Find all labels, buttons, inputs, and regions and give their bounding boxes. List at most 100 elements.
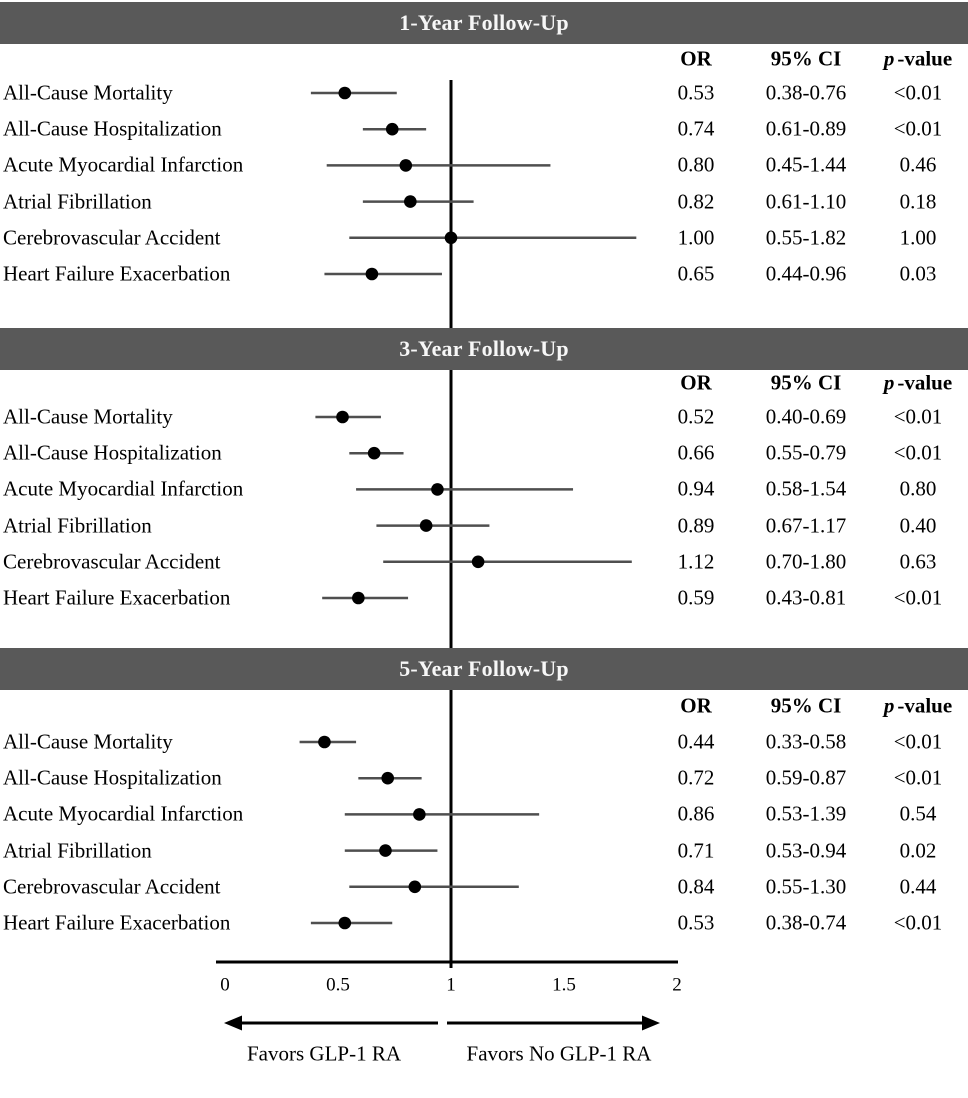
outcome-label: All-Cause Hospitalization	[3, 765, 222, 790]
or-point	[318, 735, 331, 749]
column-header-or: OR	[680, 693, 712, 718]
p-value: <0.01	[893, 585, 943, 610]
ci-value: 0.53-0.94	[765, 838, 847, 863]
or-value: 1.12	[677, 549, 715, 574]
or-point	[419, 519, 433, 532]
column-header-p-value: p -value	[883, 370, 953, 395]
x-axis-tick-label: 2	[672, 974, 682, 996]
x-axis-tick-label: 0.5	[326, 974, 350, 996]
section-header-3-year: 3-Year Follow-Up	[0, 328, 968, 370]
column-header-ci: 95% CI	[770, 46, 842, 71]
outcome-label: Acute Myocardial Infarction	[3, 801, 244, 826]
or-value: 0.71	[677, 838, 715, 863]
or-value: 0.86	[677, 801, 715, 826]
column-header-or: OR	[680, 370, 712, 395]
p-value: 0.02	[899, 838, 937, 863]
or-value: 0.74	[677, 116, 715, 141]
x-axis-tick-label: 1.5	[552, 974, 576, 996]
ci-value: 0.43-0.81	[765, 585, 847, 610]
or-point	[471, 555, 485, 569]
p-value-suffix: -value	[897, 370, 953, 395]
or-point	[399, 159, 413, 172]
ci-value: 0.55-0.79	[765, 440, 847, 465]
ci-value: 0.45-1.44	[765, 152, 847, 177]
or-point	[381, 771, 395, 785]
ci-value: 0.58-1.54	[765, 476, 847, 501]
column-header-p-value: p -value	[883, 693, 953, 718]
x-axis-tick-label: 1	[446, 974, 456, 996]
or-value: 0.80	[677, 152, 715, 177]
outcome-label: Cerebrovascular Accident	[3, 874, 221, 899]
ci-value: 0.55-1.30	[765, 874, 847, 899]
or-value: 0.53	[677, 80, 715, 105]
outcome-label: All-Cause Mortality	[3, 80, 173, 105]
or-point	[367, 446, 381, 460]
favors-left-label: Favors GLP-1 RA	[246, 1041, 402, 1066]
or-value: 0.52	[677, 404, 715, 429]
or-point	[338, 86, 352, 100]
ci-value: 0.59-0.87	[765, 765, 847, 790]
or-value: 0.66	[677, 440, 715, 465]
outcome-label: Atrial Fibrillation	[3, 838, 152, 863]
ci-value: 0.33-0.58	[765, 729, 847, 754]
or-point	[379, 844, 392, 857]
p-value: 0.54	[899, 801, 937, 826]
p-value-suffix: -value	[897, 46, 953, 71]
p-value: 0.63	[899, 549, 937, 574]
p-value: <0.01	[893, 765, 943, 790]
outcome-label: All-Cause Mortality	[3, 404, 173, 429]
outcome-label: All-Cause Hospitalization	[3, 116, 222, 141]
p-value: <0.01	[893, 910, 943, 935]
or-value: 0.89	[677, 513, 715, 538]
ci-value: 0.40-0.69	[765, 404, 847, 429]
outcome-label: Heart Failure Exacerbation	[3, 585, 231, 610]
p-value: <0.01	[893, 440, 943, 465]
p-value-italic-p: p	[883, 46, 895, 71]
favors-left-arrowhead	[224, 1015, 242, 1031]
ci-value: 0.44-0.96	[765, 261, 847, 286]
or-value: 0.65	[677, 261, 715, 286]
ci-value: 0.61-1.10	[765, 189, 847, 214]
outcome-label: Atrial Fibrillation	[3, 513, 152, 538]
outcome-label: Heart Failure Exacerbation	[3, 910, 231, 935]
p-value: 0.44	[899, 874, 937, 899]
section-header-5-year: 5-Year Follow-Up	[0, 648, 968, 690]
column-header-p-value: p -value	[883, 46, 953, 71]
outcome-label: All-Cause Mortality	[3, 729, 173, 754]
column-header-ci: 95% CI	[770, 693, 842, 718]
p-value-suffix: -value	[897, 693, 953, 718]
column-header-or: OR	[680, 46, 712, 71]
column-header-ci: 95% CI	[770, 370, 842, 395]
or-point	[431, 483, 444, 496]
or-value: 1.00	[677, 225, 715, 250]
outcome-label: Cerebrovascular Accident	[3, 225, 221, 250]
p-value: 1.00	[899, 225, 937, 250]
outcome-label: Acute Myocardial Infarction	[3, 476, 244, 501]
favors-right-label: Favors No GLP-1 RA	[466, 1041, 652, 1066]
or-point	[336, 410, 349, 424]
outcome-label: All-Cause Hospitalization	[3, 440, 222, 465]
or-point	[352, 591, 365, 605]
or-value: 0.59	[677, 585, 715, 610]
p-value-italic-p: p	[883, 370, 895, 395]
p-value: 0.80	[899, 476, 937, 501]
ci-value: 0.67-1.17	[765, 513, 847, 538]
outcome-label: Atrial Fibrillation	[3, 189, 152, 214]
x-axis-tick-label: 0	[220, 974, 230, 996]
section-title-1-year: 1-Year Follow-Up	[399, 10, 569, 35]
or-value: 0.53	[677, 910, 715, 935]
or-point	[338, 916, 352, 930]
p-value: 0.46	[899, 152, 937, 177]
or-point	[444, 231, 458, 245]
or-point	[408, 880, 422, 894]
p-value: <0.01	[893, 404, 943, 429]
ci-value: 0.55-1.82	[765, 225, 847, 250]
ci-value: 0.70-1.80	[765, 549, 847, 574]
p-value: <0.01	[893, 116, 943, 141]
ci-value: 0.61-0.89	[765, 116, 847, 141]
p-value: <0.01	[893, 80, 943, 105]
section-title-5-year: 5-Year Follow-Up	[399, 656, 569, 681]
p-value-italic-p: p	[883, 693, 895, 718]
